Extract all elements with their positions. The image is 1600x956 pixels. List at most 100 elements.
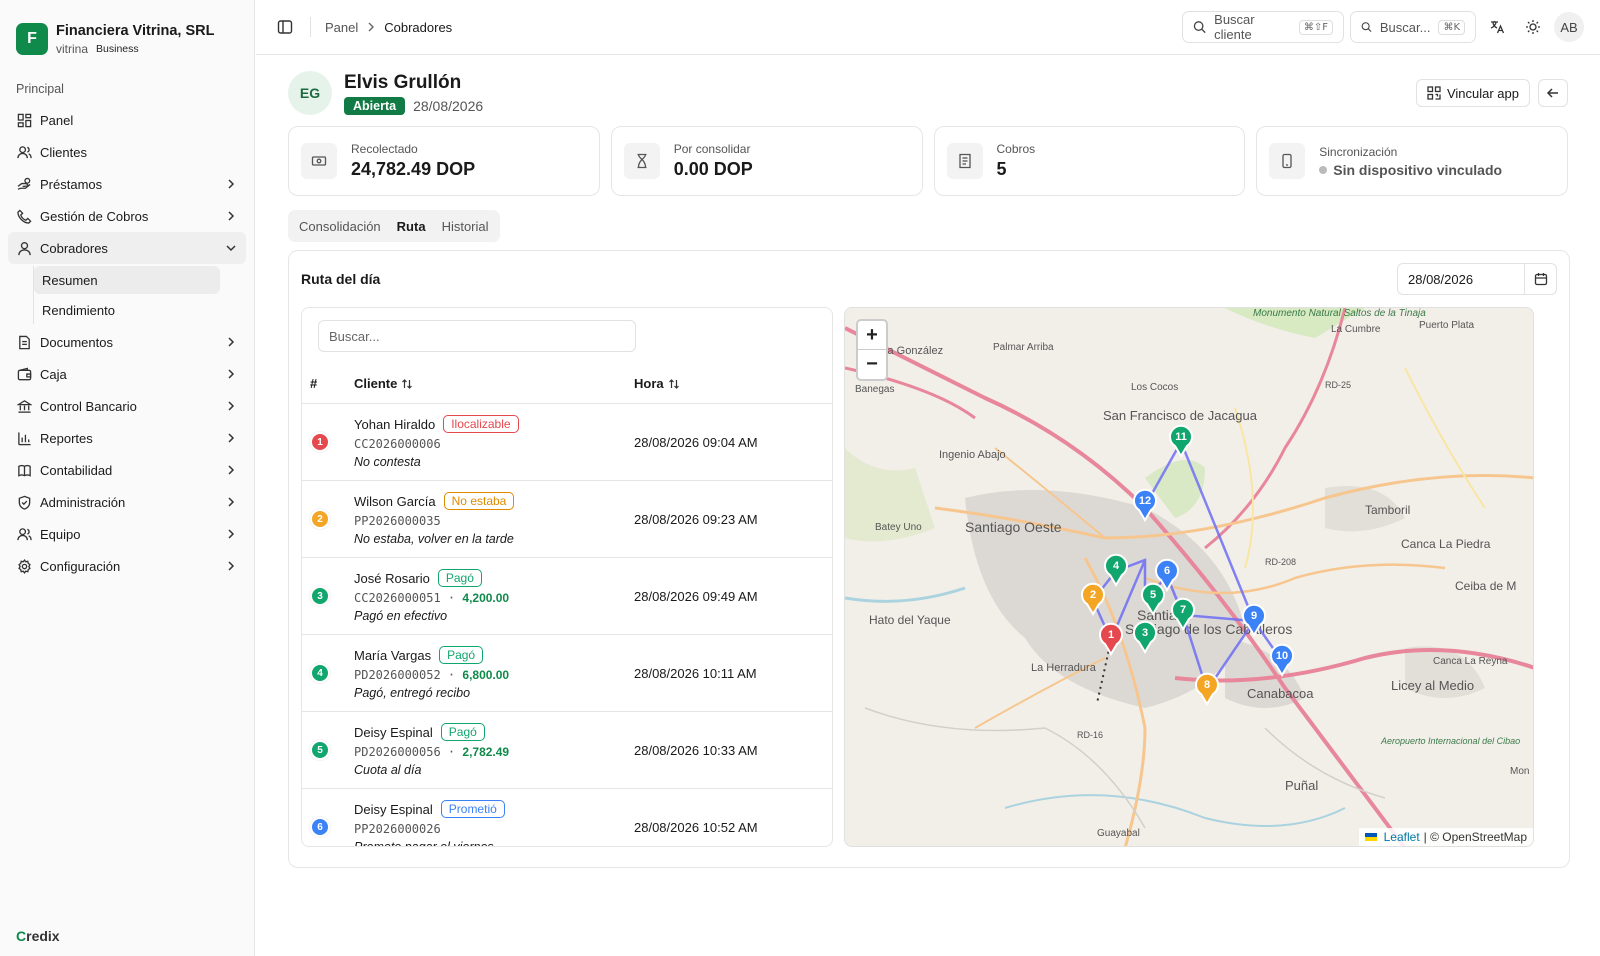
visit-status-tag: Ilocalizable bbox=[443, 415, 519, 433]
smartphone-icon bbox=[1269, 143, 1306, 179]
language-icon[interactable] bbox=[1482, 12, 1512, 42]
map-place-label: Banegas bbox=[855, 384, 894, 395]
marker-number: 9 bbox=[1251, 610, 1257, 622]
paid-amount: 2,782.49 bbox=[462, 745, 510, 759]
sidebar-item-reportes[interactable]: Reportes bbox=[8, 422, 246, 454]
route-map[interactable]: Villa González Palmar Arriba Monumento Nat… bbox=[844, 307, 1534, 847]
table-row[interactable]: 2 Wilson García No estaba PP2026000035 N… bbox=[302, 481, 832, 558]
stat-card-sincronizacion: Sincronización Sin dispositivo vinculado bbox=[1256, 126, 1568, 196]
collector-avatar: EG bbox=[288, 71, 332, 115]
table-row[interactable]: 6 Deisy Espinal Prometió PP2026000026 Pr… bbox=[302, 789, 832, 846]
breadcrumb: Panel Cobradores bbox=[325, 20, 452, 35]
breadcrumb-panel[interactable]: Panel bbox=[325, 19, 359, 35]
map-place-label: Mon bbox=[1510, 766, 1529, 777]
map-marker-1[interactable]: 1 bbox=[1099, 622, 1123, 656]
sidebar-item-documentos[interactable]: Documentos bbox=[8, 326, 246, 358]
theme-sun-icon[interactable] bbox=[1518, 12, 1548, 42]
marker-number: 8 bbox=[1204, 679, 1210, 691]
map-place-label: Batey Uno bbox=[875, 522, 922, 533]
col-time[interactable]: Hora bbox=[634, 376, 680, 391]
map-marker-6[interactable]: 6 bbox=[1155, 558, 1179, 592]
col-client[interactable]: Cliente bbox=[354, 376, 634, 391]
stop-number-badge: 5 bbox=[310, 740, 330, 760]
sidebar-item-panel[interactable]: Panel bbox=[8, 104, 246, 136]
table-row[interactable]: 1 Yohan Hiraldo Ilocalizable CC202600000… bbox=[302, 404, 832, 481]
link-app-label: Vincular app bbox=[1446, 85, 1519, 101]
sidebar-toggle-icon[interactable] bbox=[272, 14, 298, 40]
sidebar-item-administracion[interactable]: Administración bbox=[8, 486, 246, 518]
sidebar-item-clientes[interactable]: Clientes bbox=[8, 136, 246, 168]
map-zoom-control: + − bbox=[856, 319, 888, 381]
col-number: # bbox=[310, 376, 318, 391]
map-place-label: San Francisco de Jacagua bbox=[1103, 408, 1258, 423]
route-date-picker[interactable]: 28/08/2026 bbox=[1397, 263, 1557, 295]
visit-note: Pagó en efectivo bbox=[354, 609, 448, 623]
stats-cards: Recolectado 24,782.49 DOP Por consolidar… bbox=[288, 126, 1568, 196]
loan-code: PD2026000056 bbox=[354, 745, 441, 759]
stat-value: 24,782.49 DOP bbox=[351, 159, 476, 179]
sidebar-item-control-bancario[interactable]: Control Bancario bbox=[8, 390, 246, 422]
stat-value: Sin dispositivo vinculado bbox=[1333, 161, 1503, 178]
chevron-right-icon bbox=[224, 209, 238, 223]
back-button[interactable] bbox=[1538, 79, 1568, 107]
gear-icon bbox=[16, 558, 32, 574]
visit-time: 28/08/2026 10:33 AM bbox=[634, 742, 758, 758]
stat-label: Sincronización bbox=[1319, 144, 1398, 159]
sidebar-item-prestamos[interactable]: Préstamos bbox=[8, 168, 246, 200]
tab-consolidacion[interactable]: Consolidación bbox=[299, 218, 381, 234]
table-row[interactable]: 4 María Vargas Pagó PD2026000052 · 6,800… bbox=[302, 635, 832, 712]
map-canvas[interactable]: Villa González Palmar Arriba Monumento Nat… bbox=[845, 308, 1534, 847]
tab-ruta[interactable]: Ruta bbox=[388, 213, 434, 239]
sidebar-item-configuracion[interactable]: Configuración bbox=[8, 550, 246, 582]
org-switcher[interactable]: F Financiera Vitrina, SRL vitrina Busine… bbox=[0, 0, 254, 62]
route-search-input[interactable] bbox=[318, 320, 636, 352]
map-marker-8[interactable]: 8 bbox=[1195, 672, 1219, 706]
route-date-value[interactable]: 28/08/2026 bbox=[1408, 271, 1474, 287]
user-avatar[interactable]: AB bbox=[1554, 12, 1584, 42]
map-marker-7[interactable]: 7 bbox=[1171, 597, 1195, 631]
sidebar-subitem-resumen[interactable]: Resumen bbox=[34, 266, 220, 294]
calendar-icon[interactable] bbox=[1524, 264, 1556, 294]
sidebar-item-cobradores[interactable]: Cobradores bbox=[8, 232, 246, 264]
credix-logo: Credix bbox=[16, 928, 60, 944]
sidebar-item-label: Reportes bbox=[40, 430, 93, 446]
map-marker-5[interactable]: 5 bbox=[1141, 582, 1165, 616]
map-marker-3[interactable]: 3 bbox=[1133, 620, 1157, 654]
visit-status-tag: Pagó bbox=[440, 723, 485, 741]
chevron-right-icon bbox=[224, 559, 238, 573]
map-marker-2[interactable]: 2 bbox=[1081, 582, 1105, 616]
receipt-icon bbox=[946, 143, 983, 179]
zoom-in-button[interactable]: + bbox=[858, 321, 886, 350]
plan-badge: Business bbox=[96, 42, 139, 55]
stop-number-badge: 1 bbox=[310, 432, 330, 452]
collector-header: EG Elvis Grullón Abierta 28/08/2026 Vinc… bbox=[288, 56, 1568, 126]
global-search[interactable]: Buscar... ⌘K bbox=[1350, 11, 1476, 43]
map-place-label: La Herradura bbox=[1031, 662, 1097, 674]
hourglass-icon bbox=[623, 143, 660, 179]
search-icon bbox=[1193, 21, 1206, 34]
map-marker-4[interactable]: 4 bbox=[1104, 553, 1128, 587]
sidebar-item-equipo[interactable]: Equipo bbox=[8, 518, 246, 550]
sidebar-subitem-rendimiento[interactable]: Rendimiento bbox=[42, 302, 115, 318]
sidebar-item-contabilidad[interactable]: Contabilidad bbox=[8, 454, 246, 486]
table-row[interactable]: 5 Deisy Espinal Pagó PD2026000056 · 2,78… bbox=[302, 712, 832, 789]
visit-note: No estaba, volver en la tarde bbox=[354, 532, 514, 546]
map-marker-9[interactable]: 9 bbox=[1242, 603, 1266, 637]
map-marker-10[interactable]: 10 bbox=[1270, 643, 1294, 677]
leaflet-link[interactable]: Leaflet bbox=[1383, 830, 1420, 844]
client-search[interactable]: Buscar cliente ⌘⇧F bbox=[1182, 11, 1344, 43]
map-marker-12[interactable]: 12 bbox=[1133, 488, 1157, 522]
map-marker-11[interactable]: 11 bbox=[1169, 424, 1193, 458]
client-name: Deisy Espinal bbox=[354, 801, 433, 817]
sidebar-item-caja[interactable]: Caja bbox=[8, 358, 246, 390]
chevron-right-icon bbox=[224, 527, 238, 541]
link-app-button[interactable]: Vincular app bbox=[1415, 79, 1530, 107]
map-place-label: Ceiba de M bbox=[1455, 579, 1516, 593]
sidebar-item-gestion-de-cobros[interactable]: Gestión de Cobros bbox=[8, 200, 246, 232]
table-row[interactable]: 3 José Rosario Pagó CC2026000051 · 4,200… bbox=[302, 558, 832, 635]
route-panel: Ruta del día 28/08/2026 # Cliente Hora bbox=[288, 250, 1570, 868]
tab-historial[interactable]: Historial bbox=[441, 218, 489, 234]
paid-amount: 6,800.00 bbox=[462, 668, 510, 682]
sidebar-item-label: Préstamos bbox=[40, 176, 103, 192]
zoom-out-button[interactable]: − bbox=[866, 353, 878, 375]
